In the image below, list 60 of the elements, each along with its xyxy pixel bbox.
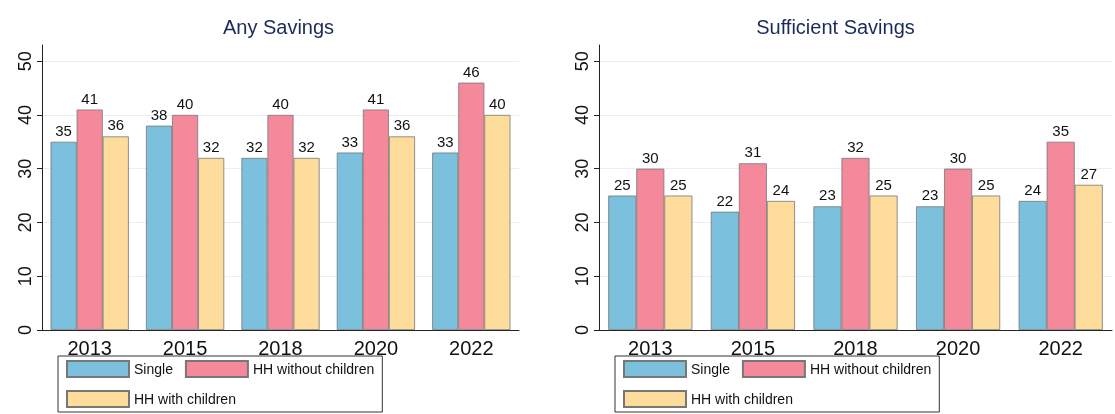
data-label: 36 bbox=[393, 116, 411, 134]
data-label: 40 bbox=[176, 94, 194, 112]
data-label: 40 bbox=[489, 94, 506, 112]
chart-title: Any Savings bbox=[222, 16, 335, 38]
data-label: 32 bbox=[847, 137, 864, 155]
legend-label: HH without children bbox=[252, 361, 375, 377]
chart-title: Sufficient Savings bbox=[756, 16, 915, 38]
data-label: 23 bbox=[921, 186, 939, 204]
y-tick-label: 50 bbox=[572, 51, 592, 72]
x-tick-label: 2020 bbox=[935, 337, 981, 359]
data-label: 41 bbox=[367, 89, 385, 107]
legend-label: HH without children bbox=[809, 361, 932, 377]
data-label: 27 bbox=[1080, 164, 1098, 182]
data-label: 25 bbox=[670, 175, 687, 193]
legend-label: Single bbox=[691, 361, 731, 377]
y-tick-label: 10 bbox=[572, 266, 592, 287]
data-label: 32 bbox=[298, 137, 315, 155]
y-tick-label: 30 bbox=[15, 158, 35, 179]
y-tick-label: 30 bbox=[572, 158, 592, 179]
y-tick-label: 20 bbox=[15, 212, 35, 233]
data-label: 22 bbox=[716, 191, 734, 209]
x-tick-label: 2013 bbox=[628, 337, 673, 359]
y-tick-label: 50 bbox=[15, 51, 35, 72]
data-label: 32 bbox=[246, 137, 263, 155]
data-label: 24 bbox=[1024, 180, 1041, 198]
data-label: 33 bbox=[341, 132, 359, 150]
x-tick-label: 2020 bbox=[353, 337, 399, 359]
data-label: 46 bbox=[462, 62, 480, 80]
data-label: 40 bbox=[272, 94, 289, 112]
data-label: 41 bbox=[81, 89, 99, 107]
legend-label: Single bbox=[134, 361, 174, 377]
data-label: 30 bbox=[949, 148, 967, 166]
data-label: 33 bbox=[436, 132, 454, 150]
x-tick-label: 2018 bbox=[833, 337, 878, 359]
x-tick-label: 2018 bbox=[258, 337, 303, 359]
y-tick-label: 0 bbox=[15, 324, 35, 336]
data-label: 24 bbox=[772, 180, 790, 198]
x-tick-label: 2022 bbox=[449, 337, 494, 359]
data-label: 35 bbox=[55, 121, 72, 139]
data-label: 30 bbox=[641, 148, 659, 166]
data-label: 31 bbox=[744, 143, 762, 161]
x-tick-label: 2022 bbox=[1038, 337, 1083, 359]
legend-label: HH with children bbox=[134, 391, 236, 407]
legend-label: HH with children bbox=[691, 391, 793, 407]
x-tick-label: 2015 bbox=[162, 337, 208, 359]
data-label: 25 bbox=[875, 175, 892, 193]
data-label: 36 bbox=[107, 116, 125, 134]
data-label: 35 bbox=[1052, 121, 1070, 139]
y-tick-label: 40 bbox=[572, 104, 592, 125]
y-tick-label: 20 bbox=[572, 212, 592, 233]
x-tick-label: 2013 bbox=[67, 337, 112, 359]
y-tick-label: 10 bbox=[15, 266, 35, 287]
x-tick-label: 2015 bbox=[730, 337, 776, 359]
data-label: 23 bbox=[819, 186, 836, 204]
data-label: 38 bbox=[150, 105, 168, 123]
y-tick-label: 0 bbox=[572, 324, 592, 336]
data-label: 25 bbox=[613, 175, 631, 193]
data-label: 25 bbox=[977, 175, 995, 193]
y-tick-label: 40 bbox=[15, 104, 35, 125]
data-label: 32 bbox=[202, 137, 220, 155]
